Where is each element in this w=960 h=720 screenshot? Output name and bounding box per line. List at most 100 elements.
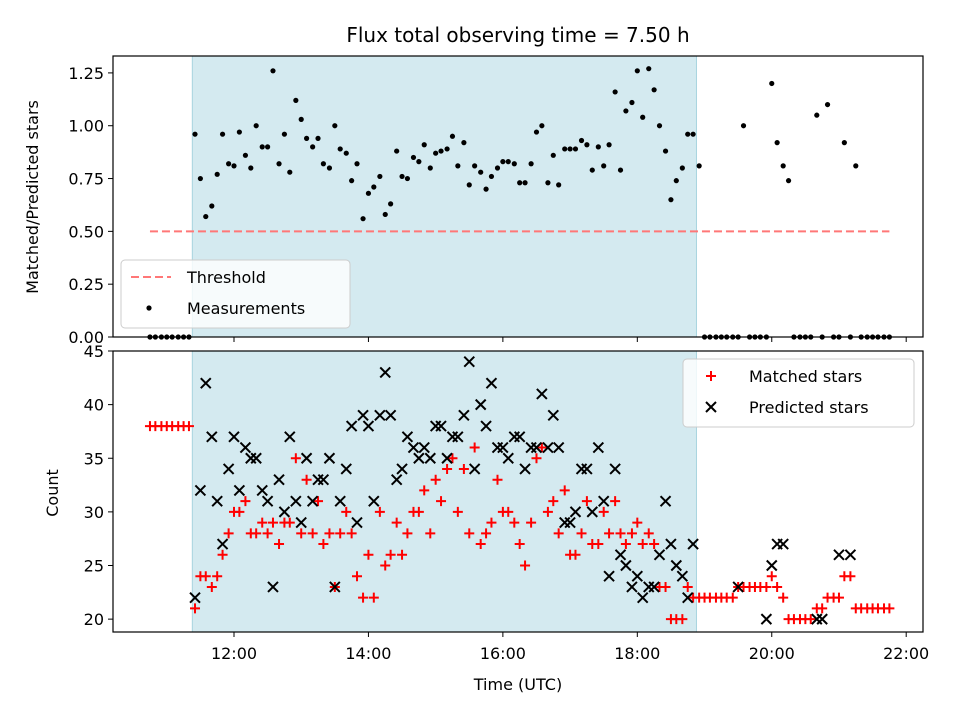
matched-star-point: [464, 528, 475, 539]
predicted-star-point: [368, 495, 380, 507]
measurement-point: [539, 123, 545, 129]
predicted-star-point: [670, 559, 683, 572]
predicted-star-point: [665, 538, 677, 550]
predicted-star-point: [345, 420, 358, 432]
x-tick-label: 20:00: [749, 644, 795, 663]
predicted-star-point: [401, 431, 414, 443]
predicted-star-point: [844, 549, 857, 561]
predicted-star-point: [300, 452, 313, 464]
predicted-star-point: [379, 366, 391, 379]
predicted-star-point: [468, 463, 481, 475]
matched-star-point: [458, 463, 469, 474]
measurement-point: [690, 131, 696, 137]
matched-star-point: [660, 581, 671, 592]
matched-star-point: [346, 528, 357, 539]
predicted-star-point: [474, 398, 487, 411]
predicted-star-point: [435, 420, 447, 432]
measurement-point: [320, 161, 326, 167]
matched-star-point: [766, 571, 777, 582]
y-tick-label: 40: [84, 396, 104, 415]
y-tick-label: 0.50: [68, 222, 104, 241]
measurement-point: [740, 123, 747, 129]
predicted-star-point: [626, 581, 638, 593]
count-panel-shaded-span: [191, 350, 697, 633]
predicted-star-point: [530, 441, 543, 454]
predicted-star-point: [239, 441, 252, 454]
matched-star-point: [553, 528, 564, 539]
matched-star-point: [284, 517, 295, 528]
y-tick-label: 1.00: [68, 117, 104, 136]
measurement-point: [556, 182, 562, 188]
measurement-point: [281, 131, 288, 137]
measurement-point: [461, 140, 467, 146]
predicted-star-point: [816, 613, 828, 625]
matched-star-point: [570, 549, 581, 560]
predicted-star-point: [463, 356, 475, 368]
y-tick-label: 45: [84, 342, 104, 361]
matched-star-point: [402, 528, 413, 539]
y-tick-label: 35: [84, 449, 104, 468]
measurement-point: [601, 163, 607, 169]
predicted-star-point: [357, 409, 369, 422]
measurement-point: [505, 159, 511, 165]
matched-star-point: [368, 592, 379, 603]
measurement-point: [310, 144, 316, 150]
matched-star-point: [318, 539, 329, 550]
predicted-star-point: [418, 441, 430, 454]
count-panel-y-axis: 20 25 30 35 40 45: [84, 342, 113, 629]
predicted-star-point: [384, 409, 397, 422]
predicted-star-point: [732, 581, 744, 593]
y-tick-label: 0.25: [68, 275, 104, 294]
matched-star-point: [257, 517, 268, 528]
y-tick-label: 0.75: [68, 170, 104, 189]
measurement-point: [203, 213, 209, 220]
matched-star-point: [307, 528, 318, 539]
predicted-star-point: [278, 506, 291, 518]
matched-star-point: [313, 496, 324, 507]
predicted-star-point: [396, 463, 408, 475]
x-tick-label: 18:00: [614, 644, 660, 663]
ratio-panel: 0.00 0.25 0.50 0.75 1.00 1.25 Matched/Predict…: [23, 55, 924, 347]
matched-star-point: [542, 506, 553, 517]
matched-star-point: [290, 453, 301, 464]
predicted-star-point: [362, 420, 375, 432]
measurement-point: [404, 175, 411, 182]
measurement-point: [455, 163, 461, 169]
predicted-star-point: [552, 441, 565, 454]
matched-star-point: [727, 592, 738, 603]
predicted-star-point: [222, 463, 235, 475]
predicted-star-point: [564, 516, 576, 529]
measurement-point: [578, 137, 585, 144]
measurement-point: [382, 211, 388, 218]
measurement-point: [785, 178, 792, 184]
matched-star-point: [358, 592, 369, 603]
predicted-star-point: [659, 495, 672, 507]
matched-star-point: [190, 603, 201, 614]
legend-label: Threshold: [186, 268, 266, 287]
measurement-point: [326, 165, 333, 171]
matched-star-point: [475, 539, 486, 550]
matched-stars-series: [144, 421, 895, 625]
measurement-point: [226, 161, 232, 167]
measurement-point: [656, 123, 663, 129]
predicted-star-point: [189, 591, 201, 604]
matched-star-point: [206, 581, 217, 592]
matched-star-point: [374, 506, 385, 517]
measurement-point: [517, 180, 523, 186]
matched-star-point: [772, 581, 783, 592]
predicted-star-point: [682, 591, 694, 604]
measurement-point: [248, 165, 254, 171]
measurement-point: [780, 163, 786, 169]
measurement-point: [595, 144, 601, 150]
measurement-point: [617, 167, 624, 173]
measurement-point: [236, 129, 242, 135]
measurement-point: [853, 163, 859, 169]
measurement-point: [673, 178, 679, 184]
predicted-star-point: [777, 538, 789, 550]
predicted-star-point: [261, 495, 274, 507]
measurement-point: [270, 68, 276, 74]
matched-star-point: [385, 549, 396, 560]
measurement-point: [623, 108, 629, 114]
measurement-point: [315, 135, 321, 141]
measurement-point: [410, 154, 417, 161]
